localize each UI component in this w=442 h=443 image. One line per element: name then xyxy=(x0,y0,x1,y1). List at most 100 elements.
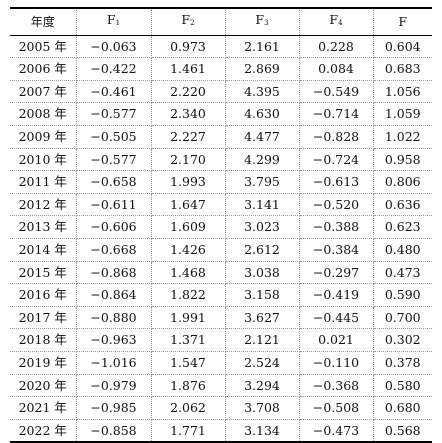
header-f3: F3 xyxy=(224,6,300,36)
cell-f4: −0.828 xyxy=(298,125,374,149)
cell-f4: −0.297 xyxy=(298,261,374,285)
cell-f: 0.473 xyxy=(372,261,432,285)
cell-f4: −0.384 xyxy=(298,238,374,262)
cell-f: 0.700 xyxy=(372,306,432,330)
cell-f3: 3.627 xyxy=(224,306,300,330)
cell-f: 0.806 xyxy=(372,170,432,194)
cell-f3: 3.158 xyxy=(224,283,300,307)
cell-f2: 2.170 xyxy=(150,148,226,172)
cell-year: 2012 年 xyxy=(10,193,77,217)
cell-f4: −0.110 xyxy=(298,351,374,375)
cell-year: 2022 年 xyxy=(10,419,77,443)
cell-f2: 1.822 xyxy=(150,283,226,307)
header-year: 年度 xyxy=(10,6,77,36)
cell-year: 2013 年 xyxy=(10,215,77,239)
cell-f3: 3.708 xyxy=(224,396,300,420)
table-header-row: 年度 F1 F2 F3 F4 F xyxy=(10,6,432,36)
cell-year: 2018 年 xyxy=(10,328,77,352)
cell-f: 0.302 xyxy=(372,328,432,352)
cell-f1: −0.868 xyxy=(75,261,152,285)
cell-f3: 2.612 xyxy=(224,238,300,262)
cell-year: 2015 年 xyxy=(10,261,77,285)
cell-f: 0.590 xyxy=(372,283,432,307)
table-row: 2019 年 −1.016 1.547 2.524 −0.110 0.378 xyxy=(10,351,432,375)
cell-year: 2019 年 xyxy=(10,351,77,375)
cell-f3: 4.477 xyxy=(224,125,300,149)
cell-f1: −0.461 xyxy=(75,80,152,104)
cell-f4: −0.520 xyxy=(298,193,374,217)
cell-f: 1.056 xyxy=(372,80,432,104)
cell-f: 0.480 xyxy=(372,238,432,262)
cell-f3: 3.038 xyxy=(224,261,300,285)
cell-f: 1.059 xyxy=(372,102,432,126)
table-row: 2009 年 −0.505 2.227 4.477 −0.828 1.022 xyxy=(10,125,432,149)
cell-f3: 4.630 xyxy=(224,102,300,126)
cell-f2: 1.771 xyxy=(150,419,226,443)
cell-f1: −0.658 xyxy=(75,170,152,194)
cell-f3: 3.023 xyxy=(224,215,300,239)
cell-f2: 0.973 xyxy=(150,35,226,59)
table-row: 2006 年 −0.422 1.461 2.869 0.084 0.683 xyxy=(10,57,432,81)
header-f2: F2 xyxy=(150,6,226,36)
table-row: 2018 年 −0.963 1.371 2.121 0.021 0.302 xyxy=(10,328,432,352)
factor-score-table: 年度 F1 F2 F3 F4 F 2005 年 −0.063 0.973 2.161 0… xyxy=(10,6,432,443)
cell-f: 0.683 xyxy=(372,57,432,81)
factor-score-table-container: 年度 F1 F2 F3 F4 F 2005 年 −0.063 0.973 2.161 0… xyxy=(10,6,432,443)
cell-year: 2017 年 xyxy=(10,306,77,330)
table-row: 2022 年 −0.858 1.771 3.134 −0.473 0.568 xyxy=(10,419,432,443)
cell-f1: −0.505 xyxy=(75,125,152,149)
cell-f1: −0.880 xyxy=(75,306,152,330)
table-row: 2005 年 −0.063 0.973 2.161 0.228 0.604 xyxy=(10,35,432,59)
cell-f3: 4.299 xyxy=(224,148,300,172)
table-row: 2008 年 −0.577 2.340 4.630 −0.714 1.059 xyxy=(10,102,432,126)
cell-f2: 2.227 xyxy=(150,125,226,149)
cell-f4: 0.021 xyxy=(298,328,374,352)
cell-year: 2006 年 xyxy=(10,57,77,81)
cell-f3: 3.141 xyxy=(224,193,300,217)
cell-f4: −0.549 xyxy=(298,80,374,104)
cell-f4: −0.508 xyxy=(298,396,374,420)
cell-f4: −0.445 xyxy=(298,306,374,330)
cell-f1: −0.985 xyxy=(75,396,152,420)
cell-f2: 1.461 xyxy=(150,57,226,81)
cell-f4: −0.419 xyxy=(298,283,374,307)
cell-f2: 1.371 xyxy=(150,328,226,352)
cell-f2: 1.426 xyxy=(150,238,226,262)
header-f4: F4 xyxy=(298,6,374,36)
cell-f1: −0.422 xyxy=(75,57,152,81)
table-row: 2007 年 −0.461 2.220 4.395 −0.549 1.056 xyxy=(10,80,432,104)
cell-f1: −0.577 xyxy=(75,148,152,172)
cell-f: 0.568 xyxy=(372,419,432,443)
table-row: 2021 年 −0.985 2.062 3.708 −0.508 0.680 xyxy=(10,396,432,420)
table-row: 2010 年 −0.577 2.170 4.299 −0.724 0.958 xyxy=(10,148,432,172)
cell-f1: −0.979 xyxy=(75,374,152,398)
table-row: 2020 年 −0.979 1.876 3.294 −0.368 0.580 xyxy=(10,374,432,398)
cell-year: 2011 年 xyxy=(10,170,77,194)
header-f1: F1 xyxy=(75,6,152,36)
cell-f3: 4.395 xyxy=(224,80,300,104)
table-row: 2016 年 −0.864 1.822 3.158 −0.419 0.590 xyxy=(10,283,432,307)
cell-f3: 2.524 xyxy=(224,351,300,375)
cell-f4: −0.368 xyxy=(298,374,374,398)
table-row: 2013 年 −0.606 1.609 3.023 −0.388 0.623 xyxy=(10,215,432,239)
cell-f: 0.580 xyxy=(372,374,432,398)
cell-f: 0.378 xyxy=(372,351,432,375)
cell-f1: −0.577 xyxy=(75,102,152,126)
cell-f4: −0.388 xyxy=(298,215,374,239)
cell-f1: −1.016 xyxy=(75,351,152,375)
cell-f4: −0.473 xyxy=(298,419,374,443)
cell-f1: −0.606 xyxy=(75,215,152,239)
header-f: F xyxy=(372,6,432,36)
table-body: 2005 年 −0.063 0.973 2.161 0.228 0.604 2006 年 −0… xyxy=(10,35,432,443)
cell-f3: 2.869 xyxy=(224,57,300,81)
cell-f4: 0.228 xyxy=(298,35,374,59)
cell-f2: 2.220 xyxy=(150,80,226,104)
cell-f: 1.022 xyxy=(372,125,432,149)
cell-year: 2009 年 xyxy=(10,125,77,149)
cell-f2: 1.993 xyxy=(150,170,226,194)
cell-year: 2021 年 xyxy=(10,396,77,420)
cell-f3: 2.161 xyxy=(224,35,300,59)
cell-f2: 1.991 xyxy=(150,306,226,330)
cell-f: 0.604 xyxy=(372,35,432,59)
cell-f3: 2.121 xyxy=(224,328,300,352)
